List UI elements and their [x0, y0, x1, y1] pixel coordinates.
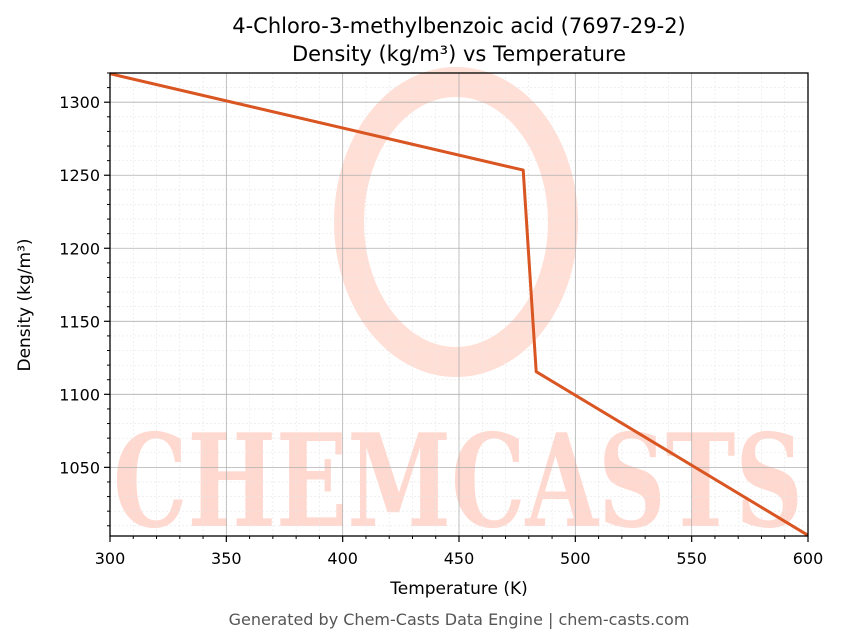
- chart-subtitle: Density (kg/m³) vs Temperature: [292, 42, 626, 66]
- y-tick-label: 1200: [59, 239, 100, 258]
- x-tick-label: 400: [327, 549, 358, 568]
- y-axis: 1050 1100 1150 1200 1250 1300: [59, 72, 110, 527]
- x-tick-label: 550: [676, 549, 707, 568]
- x-tick-label: 500: [560, 549, 591, 568]
- y-tick-label: 1100: [59, 385, 100, 404]
- watermark-swirl: [334, 67, 578, 377]
- x-axis: 300 350 400 450 500 550 600: [95, 536, 824, 568]
- x-tick-label: 450: [444, 549, 475, 568]
- chemcasts-watermark: CHEMCASTS: [113, 67, 803, 557]
- y-tick-label: 1150: [59, 312, 100, 331]
- y-tick-label: 1300: [59, 93, 100, 112]
- x-axis-label: Temperature (K): [389, 579, 528, 599]
- x-tick-label: 300: [95, 549, 126, 568]
- x-tick-label: 600: [793, 549, 824, 568]
- y-axis-label: Density (kg/m³): [15, 238, 35, 371]
- footer-credit: Generated by Chem-Casts Data Engine | ch…: [229, 610, 690, 629]
- x-tick-label: 350: [211, 549, 242, 568]
- chart-title: 4-Chloro-3-methylbenzoic acid (7697-29-2…: [232, 14, 686, 38]
- y-tick-label: 1050: [59, 458, 100, 477]
- density-series-line: [109, 72, 809, 537]
- y-tick-label: 1250: [59, 166, 100, 185]
- series-layer: [109, 72, 809, 537]
